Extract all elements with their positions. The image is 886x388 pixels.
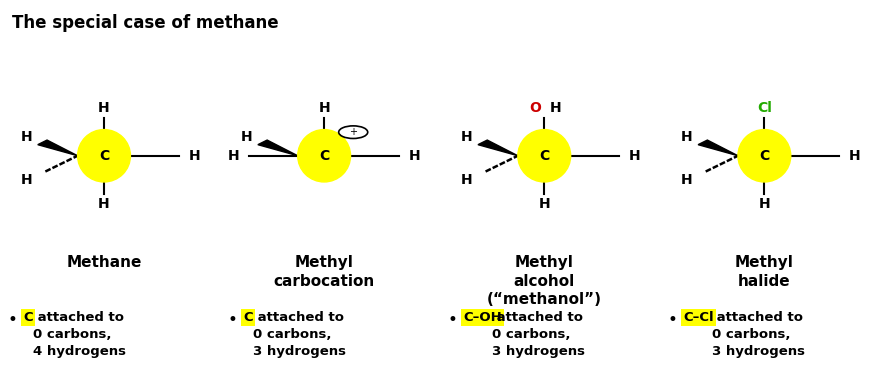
Text: O: O <box>530 101 541 115</box>
Text: C: C <box>759 149 769 163</box>
Text: Methane: Methane <box>66 255 142 270</box>
Text: attached to
0 carbons,
3 hydrogens: attached to 0 carbons, 3 hydrogens <box>712 311 805 358</box>
Text: attached to
0 carbons,
4 hydrogens: attached to 0 carbons, 4 hydrogens <box>33 311 126 358</box>
Text: attached to
0 carbons,
3 hydrogens: attached to 0 carbons, 3 hydrogens <box>253 311 346 358</box>
Text: Methyl
carbocation: Methyl carbocation <box>274 255 375 289</box>
Text: C: C <box>23 311 33 324</box>
Text: C: C <box>99 149 109 163</box>
Text: C: C <box>243 311 253 324</box>
Text: H: H <box>629 149 641 163</box>
Ellipse shape <box>517 130 571 182</box>
Text: H: H <box>850 149 861 163</box>
Polygon shape <box>38 140 78 156</box>
Text: H: H <box>98 197 110 211</box>
Text: +: + <box>349 127 357 137</box>
Text: Methyl
alcohol
(“methanol”): Methyl alcohol (“methanol”) <box>486 255 602 307</box>
Text: H: H <box>681 173 693 187</box>
Text: H: H <box>758 197 770 211</box>
Text: H: H <box>241 130 253 144</box>
Text: •: • <box>7 311 17 329</box>
Text: H: H <box>189 149 200 163</box>
Ellipse shape <box>738 130 791 182</box>
Text: •: • <box>447 311 457 329</box>
Text: H: H <box>409 149 421 163</box>
Text: H: H <box>20 173 33 187</box>
Text: •: • <box>228 311 237 329</box>
Text: H: H <box>461 130 472 144</box>
Text: C: C <box>319 149 330 163</box>
Text: H: H <box>461 173 472 187</box>
Text: attached to
0 carbons,
3 hydrogens: attached to 0 carbons, 3 hydrogens <box>492 311 585 358</box>
Text: H: H <box>550 101 562 115</box>
Text: H: H <box>98 101 110 115</box>
Text: Methyl
halide: Methyl halide <box>734 255 794 289</box>
Text: C–Cl: C–Cl <box>683 311 714 324</box>
Polygon shape <box>258 140 298 156</box>
Polygon shape <box>698 140 738 156</box>
Text: Cl: Cl <box>757 101 772 115</box>
Ellipse shape <box>78 130 130 182</box>
Text: H: H <box>228 149 239 163</box>
Text: H: H <box>539 197 550 211</box>
Text: The special case of methane: The special case of methane <box>12 14 278 32</box>
Text: H: H <box>318 101 330 115</box>
Ellipse shape <box>298 130 351 182</box>
Text: H: H <box>20 130 33 144</box>
Text: C: C <box>539 149 549 163</box>
Polygon shape <box>478 140 517 156</box>
Text: C–OH: C–OH <box>463 311 502 324</box>
Text: •: • <box>667 311 678 329</box>
Text: H: H <box>681 130 693 144</box>
